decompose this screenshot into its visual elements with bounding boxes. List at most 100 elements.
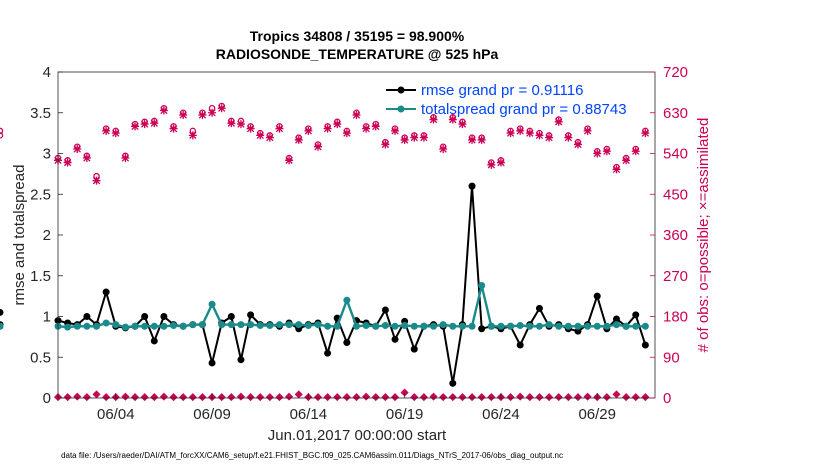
totalspread-point [314, 321, 322, 329]
obs-assimilated-point [381, 140, 390, 149]
obs-rejected-point [477, 393, 486, 402]
obs-rejected-point [63, 393, 72, 402]
totalspread-point [285, 321, 293, 329]
chart-subtitle: RADIOSONDE_TEMPERATURE @ 525 hPa [216, 46, 499, 62]
y-tick-label: 2.5 [30, 186, 51, 203]
totalspread-point [622, 322, 630, 330]
obs-rejected-point [535, 393, 544, 402]
y-right-tick-label: 360 [663, 227, 688, 244]
totalspread-point [189, 321, 197, 329]
obs-assimilated-point [622, 156, 631, 165]
obs-assimilated-point [593, 149, 602, 158]
y-right-tick-label: 630 [663, 105, 688, 122]
totalspread-point [574, 322, 582, 330]
obs-assimilated-point [159, 106, 168, 115]
y-axis-label-right: # of obs: o=possible; ×=assimilated [695, 118, 712, 353]
series-layer [0, 182, 649, 387]
totalspread-point [227, 321, 235, 329]
chart-title: Tropics 34808 / 35195 = 98.900% [250, 28, 465, 44]
obs-assimilated-point [371, 122, 380, 131]
obs-assimilated-point [535, 131, 544, 140]
obs-rejected-point [622, 393, 631, 402]
totalspread-point [612, 321, 620, 329]
totalspread-point [458, 322, 466, 330]
obs-assimilated-point [285, 156, 294, 165]
obs-rejected-point [256, 393, 265, 402]
obs-rejected-point [227, 393, 236, 402]
obs-assimilated-point [352, 111, 361, 120]
obs-assimilated-point [468, 135, 477, 144]
totalspread-point [256, 321, 264, 329]
rmse-point [381, 306, 389, 314]
obs-assimilated-point [294, 135, 303, 144]
totalspread-point [391, 322, 399, 330]
obs-assimilated-point [256, 131, 265, 140]
obs-assimilated-point [612, 165, 621, 174]
totalspread-point [64, 323, 72, 331]
obs-rejected-point [371, 393, 380, 402]
left-axis: 0 0.5 1 1.5 2 2.5 3 3.5 4 [30, 64, 63, 407]
totalspread-point [218, 321, 226, 329]
obs-rejected-point [525, 393, 534, 402]
obs-assimilated-point [573, 140, 582, 149]
totalspread-point [275, 321, 283, 329]
obs-assimilated-point [419, 133, 428, 142]
totalspread-point [333, 322, 341, 330]
y-right-tick-label: 0 [663, 390, 671, 407]
y-right-tick-label: 540 [663, 146, 688, 163]
totalspread-point [410, 322, 418, 330]
totalspread-point [381, 321, 389, 329]
obs-assimilated-point [198, 111, 207, 120]
y-axis-label: rmse and totalspread [11, 165, 28, 306]
obs-possible-point [0, 132, 4, 139]
obs-assimilated-point [246, 124, 255, 133]
totalspread-point [112, 321, 120, 329]
obs-assimilated-point [82, 154, 91, 163]
obs-assimilated-point [391, 126, 400, 135]
obs-rejected-point [285, 392, 294, 401]
y-right-tick-label: 720 [663, 64, 688, 81]
rmse-point [632, 311, 640, 319]
totalspread-point [593, 322, 601, 330]
totalspread-point [179, 322, 187, 330]
rmse-point [102, 288, 110, 296]
right-axis: 0 90 180 270 360 450 540 630 720 [650, 64, 688, 407]
obs-rejected-point [564, 393, 573, 402]
obs-assimilated-point [496, 158, 505, 167]
obs-assimilated-point [208, 108, 217, 117]
obs-rejected-point [641, 393, 650, 402]
y-tick-label: 1 [43, 309, 51, 326]
totalspread-point [73, 322, 81, 330]
totalspread-point [160, 322, 168, 330]
y-right-tick-label: 90 [663, 349, 680, 366]
x-tick-label: 06/29 [578, 406, 616, 423]
totalspread-point [439, 321, 447, 329]
obs-rejected-point [82, 393, 91, 402]
obs-rejected-point [390, 393, 400, 402]
obs-rejected-point [602, 393, 611, 402]
obs-assimilated-point [400, 135, 409, 144]
totalspread-point [516, 321, 524, 329]
obs-assimilated-point [487, 160, 496, 169]
obs-assimilated-point [516, 126, 525, 135]
rmse-point [641, 341, 649, 349]
totalspread-point [507, 322, 515, 330]
rmse-point [612, 315, 620, 323]
x-axis-label: Jun.01,2017 00:00:00 start [268, 427, 447, 444]
totalspread-point [237, 321, 245, 329]
obs-assimilated-point [265, 133, 274, 142]
obs-rejected-point [583, 392, 592, 401]
obs-assimilated-point [641, 129, 650, 138]
y-tick-label: 2 [43, 227, 51, 244]
rmse-point [150, 337, 158, 345]
obs-rejected-point [381, 393, 390, 402]
obs-rejected-point [410, 393, 419, 402]
totalspread-point [603, 322, 611, 330]
obs-rejected-point [246, 393, 255, 402]
obs-rejected-point [419, 393, 428, 402]
totalspread-point [208, 300, 216, 308]
obs-assimilated-point [111, 129, 120, 138]
obs-assimilated-point [217, 104, 226, 113]
rmse-point [0, 308, 4, 316]
obs-assimilated-point [477, 135, 486, 144]
